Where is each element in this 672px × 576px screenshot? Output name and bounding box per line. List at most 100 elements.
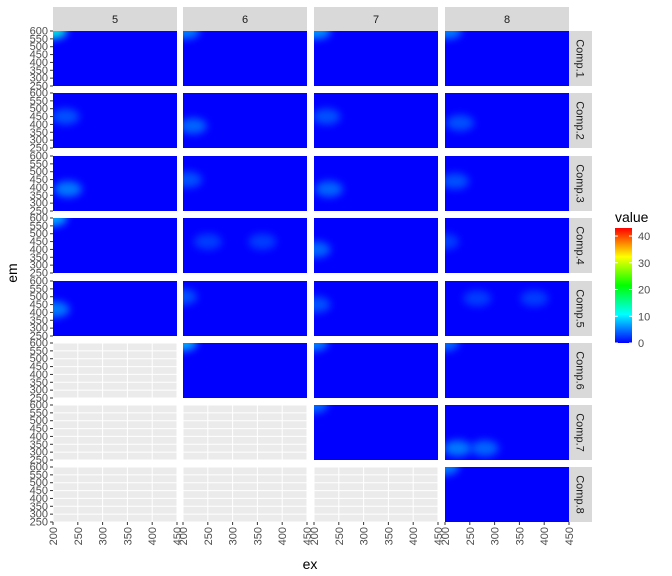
heatmap-fill — [314, 405, 438, 460]
y-tick-label: 600 — [30, 276, 48, 288]
row-strip-label: Comp.1 — [574, 39, 586, 78]
row-strip-label: Comp.5 — [574, 289, 586, 328]
panel-7-comp4 — [313, 217, 439, 274]
y-tick-label: 600 — [30, 213, 48, 225]
panel-6-comp4 — [182, 217, 308, 274]
y-tick-label: 500 — [30, 291, 48, 303]
y-tick-label: 600 — [30, 26, 48, 38]
y-tick-label: 450 — [30, 111, 48, 123]
y-tick-label: 550 — [30, 33, 48, 45]
row-strip-label: Comp.8 — [574, 475, 586, 514]
x-tick-label: 250 — [334, 527, 346, 545]
y-tick-label: 500 — [30, 103, 48, 115]
panel-7-comp2 — [313, 92, 439, 149]
row-strip — [569, 93, 592, 148]
panel-5-comp3 — [52, 155, 178, 212]
heatmap-peak — [248, 233, 277, 250]
heatmap-fill — [445, 281, 569, 336]
heatmap-fill — [183, 343, 307, 398]
x-tick-label: 350 — [514, 527, 526, 545]
y-tick-label: 300 — [30, 198, 48, 210]
row-strip — [569, 31, 592, 86]
heatmap-peak — [183, 343, 197, 351]
panel-6-comp6 — [182, 342, 308, 399]
col-strip — [445, 7, 569, 31]
y-tick-label: 500 — [30, 353, 48, 365]
panel-8-comp5 — [444, 280, 570, 337]
x-tick-label: 350 — [252, 527, 264, 545]
x-tick-label: 300 — [228, 527, 240, 545]
heatmap-peak — [193, 233, 222, 250]
legend-tick-label: 30 — [638, 258, 650, 270]
heatmap-peak — [314, 343, 328, 351]
legend-tick-label: 40 — [638, 231, 650, 243]
col-strip-label: 5 — [112, 14, 118, 26]
x-tick-label: 350 — [122, 527, 134, 545]
panel-6-comp2 — [182, 92, 308, 149]
y-tick-label: 300 — [30, 323, 48, 335]
y-tick-label: 300 — [30, 260, 48, 272]
y-tick-label: 250 — [30, 268, 48, 280]
row-strip — [569, 156, 592, 211]
row-strip-label: Comp.6 — [574, 351, 586, 390]
panel-7-comp7 — [313, 404, 439, 461]
y-tick-label: 350 — [30, 252, 48, 264]
x-tick-label: 250 — [465, 527, 477, 545]
heatmap-peak — [53, 301, 70, 318]
heatmap-fill — [314, 31, 438, 86]
panel-8-comp7 — [444, 404, 570, 461]
y-tick-label: 350 — [30, 315, 48, 327]
y-tick-label: 450 — [30, 174, 48, 186]
heatmap-peak — [183, 171, 202, 188]
y-tick-label: 350 — [30, 377, 48, 389]
y-tick-label: 300 — [30, 73, 48, 85]
y-tick-label: 250 — [30, 455, 48, 467]
heatmap-peak — [470, 440, 499, 457]
y-tick-label: 500 — [30, 415, 48, 427]
y-tick-label: 250 — [30, 206, 48, 218]
heatmap-peak — [314, 241, 331, 258]
heatmap-fill — [314, 343, 438, 398]
y-axis-title: em — [4, 263, 20, 282]
panel-8-comp4 — [444, 217, 570, 274]
legend-title: value — [615, 209, 649, 225]
heatmap-fill — [445, 343, 569, 398]
heatmap-fill — [53, 218, 177, 273]
heatmap-fill — [183, 93, 307, 148]
panel-8-comp3 — [444, 155, 570, 212]
legend-colorbar — [615, 228, 632, 343]
row-strip-label: Comp.4 — [574, 226, 586, 265]
panel-5-comp1 — [52, 30, 178, 87]
panel-6-comp5 — [182, 280, 308, 337]
panel-7-comp3 — [313, 155, 439, 212]
y-tick-label: 450 — [30, 236, 48, 248]
panel-5-comp5 — [52, 280, 178, 337]
heatmap-peak — [463, 290, 492, 307]
y-tick-label: 600 — [30, 88, 48, 100]
heatmap-peak — [314, 181, 343, 197]
x-tick-label: 400 — [539, 527, 551, 545]
heatmap-fill — [183, 281, 307, 336]
y-tick-label: 500 — [30, 41, 48, 53]
heatmap-fill — [314, 218, 438, 273]
y-tick-label: 550 — [30, 158, 48, 170]
x-tick-label: 450 — [302, 527, 314, 545]
y-tick-label: 250 — [30, 143, 48, 155]
panel-8-comp1 — [444, 30, 570, 87]
y-tick-label: 600 — [30, 400, 48, 412]
legend: value 0 10 20 30 40 — [615, 209, 650, 350]
y-tick-label: 550 — [30, 95, 48, 107]
heatmap-peak — [183, 288, 197, 305]
heatmap-fill — [53, 281, 177, 336]
y-tick-label: 400 — [30, 369, 48, 381]
panel-5-comp8 — [52, 466, 178, 523]
heatmap-peak — [445, 467, 459, 475]
col-strip-label: 7 — [373, 14, 379, 26]
y-tick-label: 450 — [30, 49, 48, 61]
y-tick-label: 400 — [30, 182, 48, 194]
panel-8-comp8 — [444, 466, 570, 523]
panel-8-comp2 — [444, 92, 570, 149]
y-tick-label: 250 — [30, 81, 48, 93]
heatmap-fill — [53, 31, 177, 86]
x-tick-label: 400 — [147, 527, 159, 545]
